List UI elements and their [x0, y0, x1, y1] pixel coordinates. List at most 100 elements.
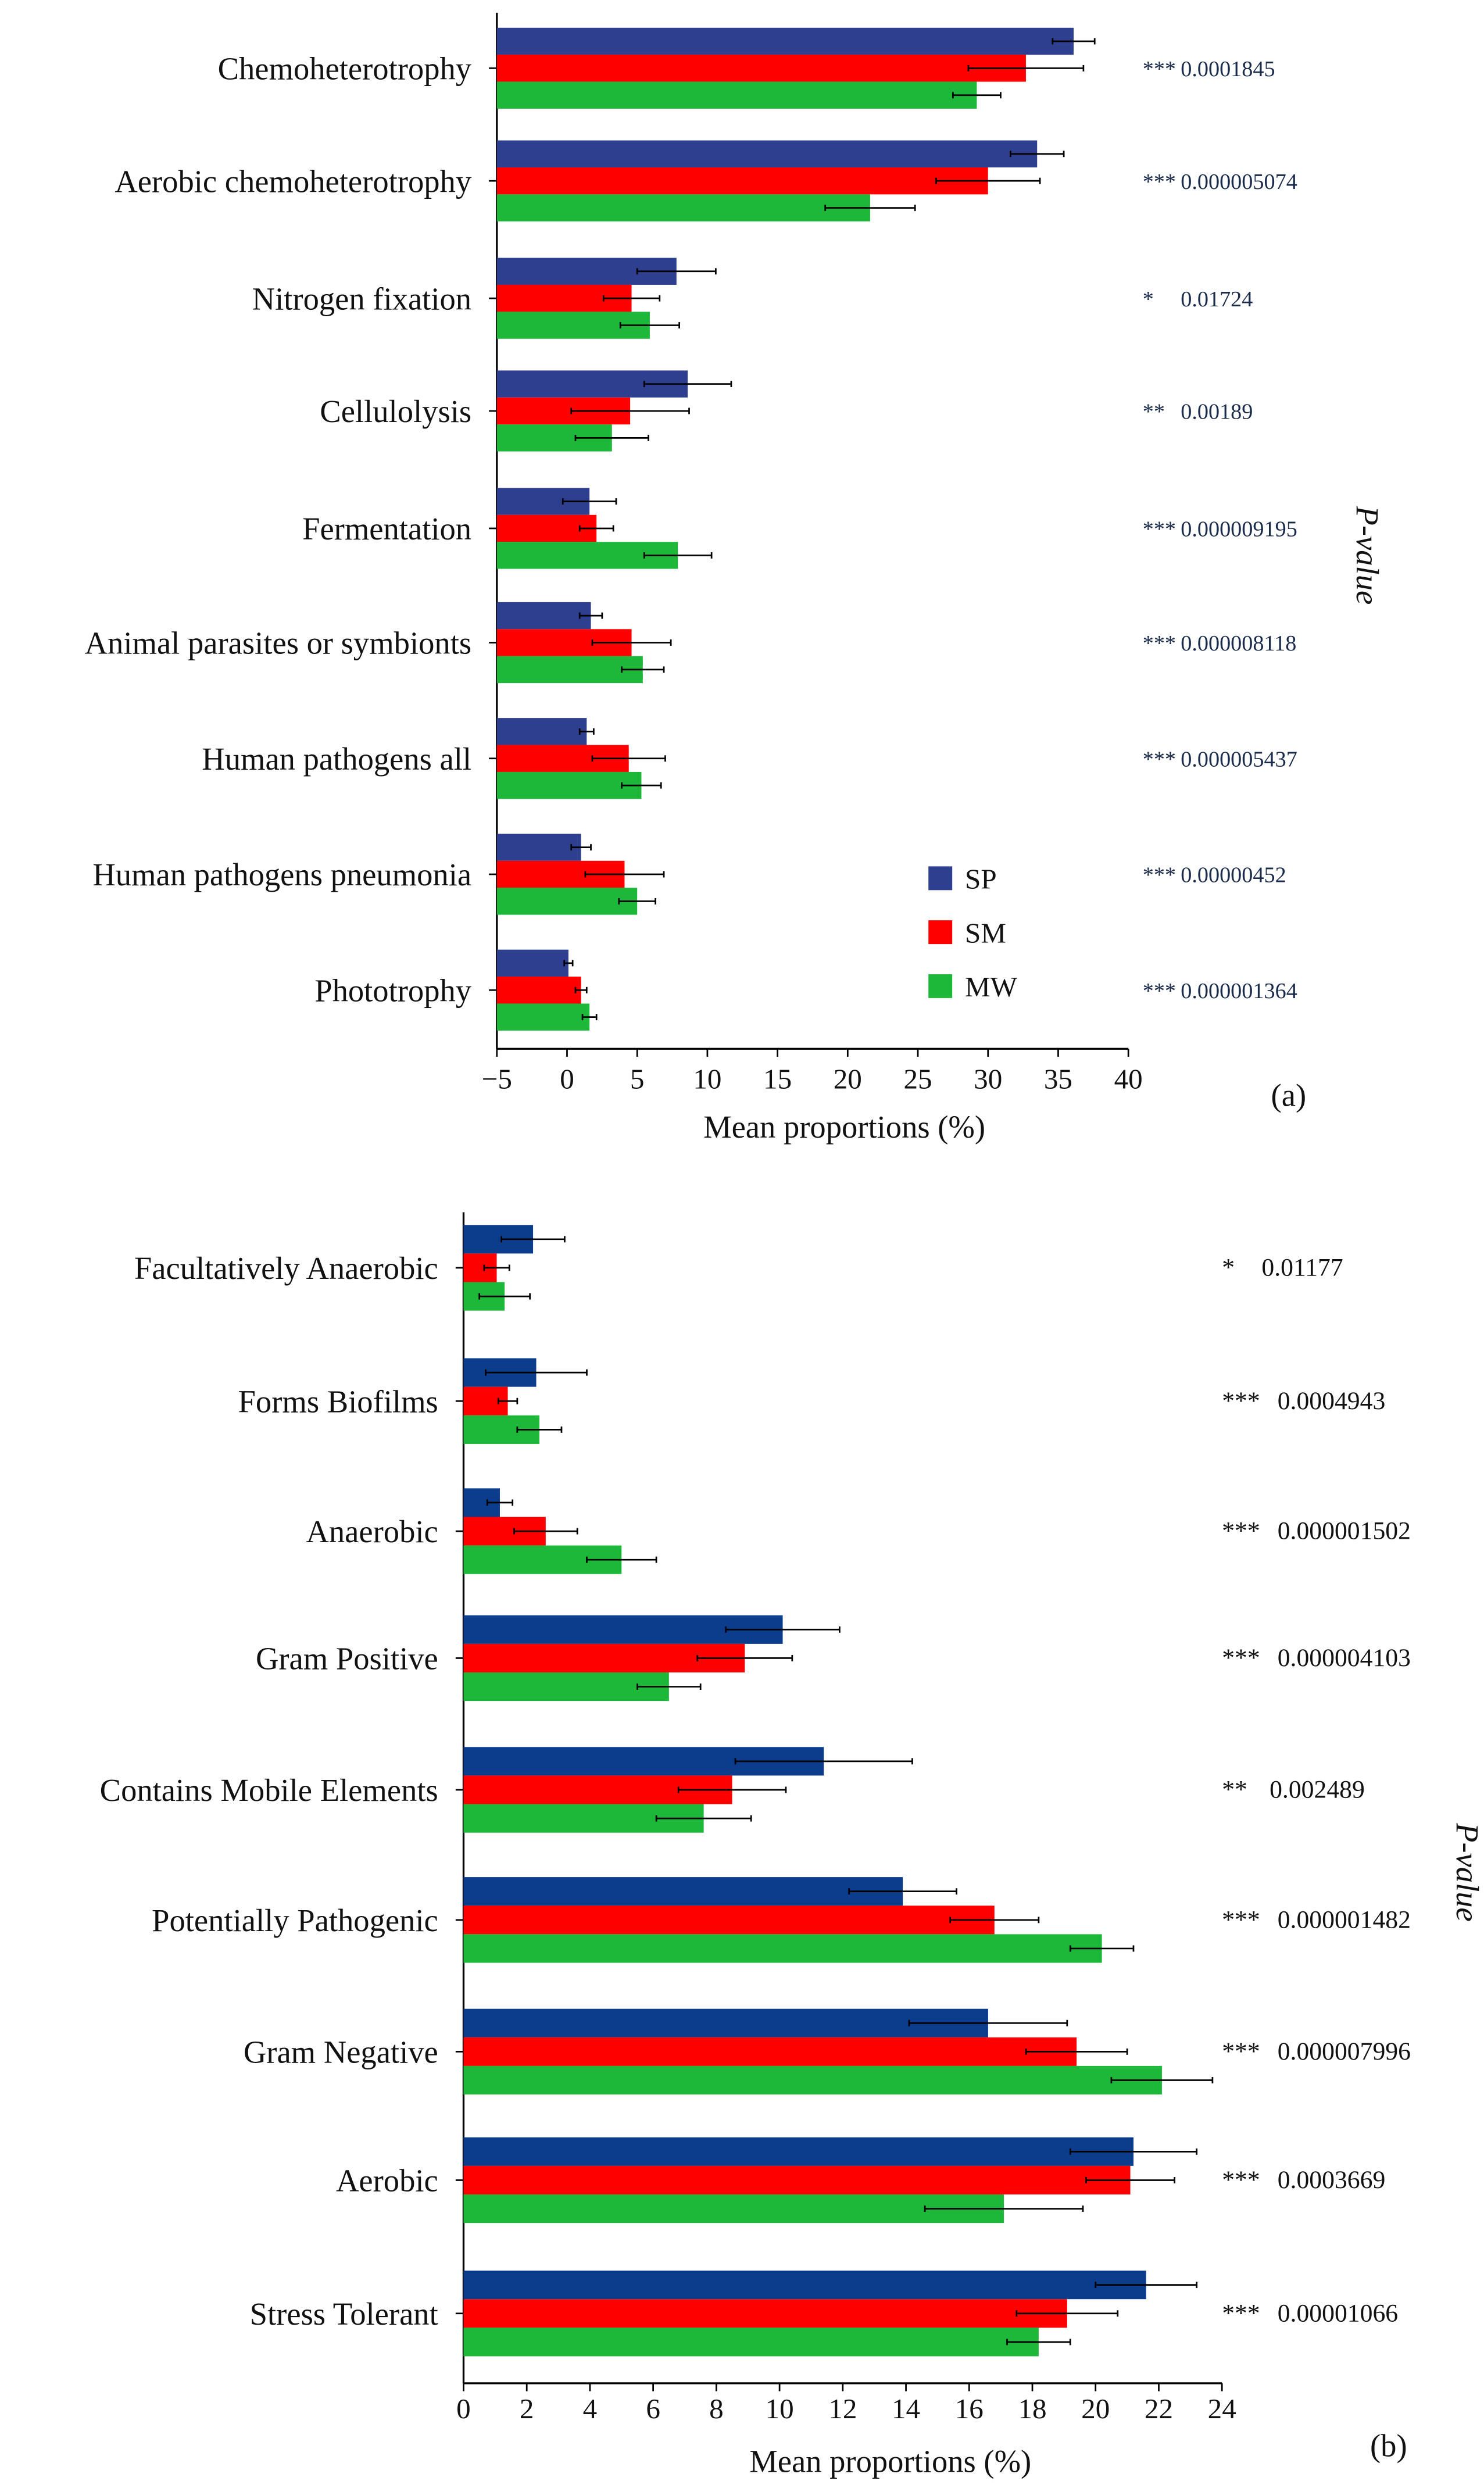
- legend: SP SM MW: [928, 863, 1018, 1003]
- x-tick-label: 20: [834, 1063, 862, 1095]
- category-label: Contains Mobile Elements: [100, 1772, 438, 1808]
- bar-sm: [496, 167, 988, 195]
- significance-stars: ***: [1222, 2037, 1260, 2065]
- legend-label: SP: [965, 863, 997, 895]
- significance-stars: **: [1222, 1776, 1247, 1804]
- significance-stars: ***: [1143, 747, 1176, 771]
- p-value: 0.000005074: [1181, 170, 1297, 194]
- bar-sp: [496, 27, 1074, 55]
- p-value: 0.000001502: [1278, 1517, 1411, 1545]
- x-tick-label: 0: [560, 1063, 574, 1095]
- bar-mw: [463, 2328, 1039, 2357]
- significance-stars: ***: [1222, 2166, 1260, 2194]
- category-label: Potentially Pathogenic: [152, 1903, 438, 1938]
- bar-mw: [463, 2065, 1162, 2095]
- p-value-axis-title: P-value: [1350, 505, 1385, 605]
- p-value: 0.000007996: [1278, 2037, 1411, 2065]
- p-value: 0.00189: [1181, 400, 1253, 424]
- bar-sp: [463, 2137, 1133, 2166]
- bar-sp: [496, 718, 587, 745]
- bar-sp: [463, 2008, 988, 2037]
- x-tick-label: 20: [1081, 2393, 1110, 2425]
- bar-sm: [496, 55, 1026, 82]
- x-tick-label: 10: [693, 1063, 721, 1095]
- bar-sp: [463, 1877, 903, 1906]
- p-value: 0.00001066: [1278, 2299, 1398, 2327]
- bar-sm: [463, 2299, 1067, 2328]
- significance-stars: ***: [1143, 170, 1176, 194]
- bar-mw: [496, 194, 870, 221]
- p-value: 0.002489: [1270, 1776, 1365, 1804]
- x-tick-label: 40: [1114, 1063, 1143, 1095]
- category-label: Aerobic chemoheterotrophy: [115, 163, 471, 199]
- significance-stars: ***: [1222, 2299, 1260, 2327]
- category-label: Aerobic: [336, 2163, 438, 2199]
- category-label: Phototrophy: [314, 973, 472, 1008]
- p-value-axis-title: P-value: [1450, 1822, 1484, 1922]
- p-value: 0.000004103: [1278, 1644, 1411, 1672]
- x-axis-title: Mean proportions (%): [703, 1109, 985, 1145]
- bar-mw: [463, 2194, 1004, 2224]
- bar-mw: [463, 1672, 669, 1701]
- x-tick-label: 14: [892, 2393, 920, 2425]
- x-tick-label: 8: [709, 2393, 724, 2425]
- significance-stars: **: [1143, 400, 1165, 424]
- p-value: 0.0004943: [1278, 1387, 1386, 1415]
- x-tick-label: 2: [520, 2393, 534, 2425]
- p-value: 0.000005437: [1181, 747, 1297, 771]
- bar-sm: [463, 2037, 1077, 2066]
- panel-label: (b): [1370, 2428, 1407, 2463]
- significance-stars: *: [1222, 1254, 1235, 1282]
- legend-label: SM: [965, 917, 1006, 949]
- bar-sp: [496, 834, 581, 861]
- significance-stars: ***: [1143, 517, 1176, 542]
- panel-label: (a): [1271, 1078, 1307, 1113]
- significance-stars: ***: [1143, 631, 1176, 656]
- category-label: Human pathogens pneumonia: [92, 857, 471, 892]
- bar-sm: [496, 977, 581, 1004]
- significance-stars: *: [1143, 287, 1154, 312]
- p-value: 0.01177: [1261, 1254, 1343, 1282]
- x-tick-label: 25: [903, 1063, 932, 1095]
- bar-mw: [496, 1003, 590, 1031]
- significance-stars: ***: [1222, 1644, 1260, 1672]
- p-value: 0.0001845: [1181, 57, 1275, 81]
- x-tick-label: 15: [763, 1063, 792, 1095]
- significance-stars: ***: [1222, 1906, 1260, 1933]
- x-tick-label: 24: [1208, 2393, 1236, 2425]
- category-label: Gram Positive: [256, 1641, 438, 1676]
- category-label: Forms Biofilms: [238, 1384, 438, 1419]
- bar-sp: [463, 2271, 1146, 2300]
- category-label: Cellulolysis: [320, 394, 471, 429]
- significance-stars: ***: [1222, 1517, 1260, 1545]
- x-tick-label: 18: [1018, 2393, 1046, 2425]
- category-label: Nitrogen fixation: [252, 281, 471, 316]
- significance-stars: ***: [1143, 863, 1176, 888]
- significance-stars: ***: [1143, 979, 1176, 1003]
- category-label: Anaerobic: [306, 1514, 438, 1549]
- category-label: Animal parasites or symbionts: [85, 625, 471, 661]
- x-tick-label: 35: [1044, 1063, 1072, 1095]
- category-label: Chemoheterotrophy: [218, 51, 472, 86]
- p-value: 0.00000452: [1181, 863, 1286, 888]
- bar-mw: [463, 1934, 1102, 1963]
- bar-sm: [463, 2165, 1131, 2195]
- category-label: Gram Negative: [244, 2034, 438, 2069]
- bar-sp: [496, 602, 591, 630]
- x-tick-label: 22: [1145, 2393, 1173, 2425]
- category-label: Human pathogens all: [202, 741, 471, 777]
- bar-mw: [496, 81, 977, 109]
- bar-mw: [496, 771, 642, 799]
- bar-sp: [496, 949, 568, 977]
- legend-swatch-sp: [928, 866, 953, 891]
- category-label: Stress Tolerant: [250, 2296, 438, 2332]
- legend-swatch-mw: [928, 974, 953, 998]
- bar-sm: [463, 1906, 995, 1935]
- x-tick-label: 0: [456, 2393, 471, 2425]
- bar-sp: [496, 140, 1038, 167]
- p-value: 0.000009195: [1181, 517, 1297, 542]
- bar-mw: [496, 656, 643, 684]
